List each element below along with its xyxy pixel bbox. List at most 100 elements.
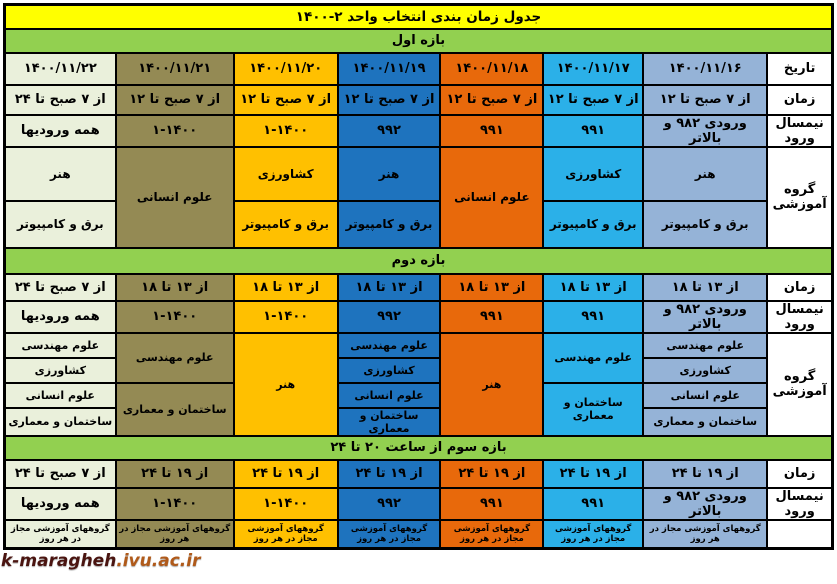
semester-cell: ۹۹۱ — [439, 113, 545, 148]
time-cell: از ۷ صبح تا ۱۲ — [232, 83, 339, 116]
time-cell: از ۱۹ تا ۲۴ — [542, 458, 645, 489]
date-cell: ۱۴۰۰/۱۱/۲۰ — [232, 51, 339, 86]
group-cell: هنر — [336, 145, 442, 202]
footer-note-cell: گروههای آموزشی مجاز در هر روز — [3, 518, 117, 550]
time-cell: از ۷ صبح تا ۱۲ — [642, 83, 769, 116]
semester-cell: ۹۹۱ — [542, 113, 645, 148]
semester-cell: ۹۹۱ — [439, 486, 545, 521]
date-cell: ۱۴۰۰/۱۱/۱۹ — [336, 51, 442, 86]
date-cell: ۱۴۰۰/۱۱/۱۶ — [642, 51, 769, 86]
footer-note-cell: گروههای آموزشی مجاز در هر روز — [439, 518, 545, 550]
row-label-time: زمان — [766, 458, 834, 489]
group-cell: علوم مهندسی — [114, 331, 235, 384]
footer-note-cell: گروههای آموزشی مجاز در هر روز — [542, 518, 645, 550]
semester-cell: ۹۹۲ — [336, 299, 442, 334]
table-title: جدول زمان بندی انتخاب واحد ۲-۱۴۰۰ — [3, 3, 834, 30]
group-cell: هنر — [439, 331, 545, 437]
group-cell: برق و کامپیوتر — [3, 199, 117, 249]
group-cell: هنر — [642, 145, 769, 202]
semester-cell: همه ورودیها — [3, 113, 117, 148]
semester-cell: ۹۹۱ — [542, 299, 645, 334]
group-cell: کشاورزی — [336, 356, 442, 384]
group-cell: علوم انسانی — [336, 381, 442, 409]
section1-header: بازه اول — [3, 27, 834, 54]
group-cell: کشاورزی — [642, 356, 769, 384]
time-cell: از ۷ صبح تا ۲۴ — [3, 83, 117, 116]
group-cell: علوم مهندسی — [642, 331, 769, 359]
date-cell: ۱۴۰۰/۱۱/۲۱ — [114, 51, 235, 86]
group-cell: برق و کامپیوتر — [542, 199, 645, 249]
time-cell: از ۱۳ تا ۱۸ — [439, 272, 545, 302]
time-cell: از ۱۹ تا ۲۴ — [232, 458, 339, 489]
semester-cell: ورودی ۹۸۲ و بالاتر — [642, 299, 769, 334]
group-cell: علوم مهندسی — [542, 331, 645, 384]
date-cell: ۱۴۰۰/۱۱/۲۲ — [3, 51, 117, 86]
group-cell: ساختمان و معماری — [542, 381, 645, 437]
time-cell: از ۷ صبح تا ۱۲ — [439, 83, 545, 116]
group-cell: ساختمان و معماری — [3, 406, 117, 437]
semester-cell: ۹۹۱ — [439, 299, 545, 334]
time-cell: از ۱۹ تا ۲۴ — [439, 458, 545, 489]
watermark: k-maragheh.ivu.ac.ir — [1, 551, 200, 571]
group-cell: برق و کامپیوتر — [336, 199, 442, 249]
time-cell: از ۱۳ تا ۱۸ — [114, 272, 235, 302]
group-cell: هنر — [3, 145, 117, 202]
group-cell: برق و کامپیوتر — [642, 199, 769, 249]
watermark-domain: .ivu.ac.ir — [116, 551, 201, 571]
footer-label-cell — [766, 518, 834, 550]
row-label-group: گروه آموزشی — [766, 145, 834, 249]
time-cell: از ۱۳ تا ۱۸ — [642, 272, 769, 302]
semester-cell: ۹۹۱ — [542, 486, 645, 521]
row-label-date: تاریخ — [766, 51, 834, 86]
time-cell: از ۱۹ تا ۲۴ — [336, 458, 442, 489]
date-cell: ۱۴۰۰/۱۱/۱۸ — [439, 51, 545, 86]
group-cell: علوم انسانی — [3, 381, 117, 409]
semester-cell: ورودی ۹۸۲ و بالاتر — [642, 486, 769, 521]
section3-header: بازه سوم از ساعت ۲۰ تا ۲۴ — [3, 434, 834, 461]
group-cell: علوم مهندسی — [3, 331, 117, 359]
semester-cell: ۱-۱۴۰۰ — [232, 486, 339, 521]
time-cell: از ۱۳ تا ۱۸ — [232, 272, 339, 302]
semester-cell: ۱-۱۴۰۰ — [114, 486, 235, 521]
row-label-semester: نیمسال ورود — [766, 486, 834, 521]
section2-header: بازه دوم — [3, 246, 834, 275]
group-cell: علوم انسانی — [114, 145, 235, 249]
time-cell: از ۷ صبح تا ۲۴ — [3, 458, 117, 489]
group-cell: ساختمان و معماری — [336, 406, 442, 437]
timetable: جدول زمان بندی انتخاب واحد ۲-۱۴۰۰ بازه ا… — [3, 3, 834, 550]
time-cell: از ۷ صبح تا ۲۴ — [3, 272, 117, 302]
group-cell: هنر — [232, 331, 339, 437]
semester-cell: ۱-۱۴۰۰ — [232, 299, 339, 334]
group-cell: علوم انسانی — [642, 381, 769, 409]
group-cell: ساختمان و معماری — [642, 406, 769, 437]
time-cell: از ۱۹ تا ۲۴ — [114, 458, 235, 489]
row-label-time: زمان — [766, 83, 834, 116]
group-cell: برق و کامپیوتر — [232, 199, 339, 249]
group-cell: علوم مهندسی — [336, 331, 442, 359]
footer-note-cell: گروههای آموزشی مجاز در هر روز — [114, 518, 235, 550]
group-cell: کشاورزی — [232, 145, 339, 202]
semester-cell: ورودی ۹۸۲ و بالاتر — [642, 113, 769, 148]
semester-cell: ۱-۱۴۰۰ — [232, 113, 339, 148]
time-cell: از ۱۳ تا ۱۸ — [336, 272, 442, 302]
group-cell: کشاورزی — [542, 145, 645, 202]
footer-note-cell: گروههای آموزشی مجاز در هر روز — [232, 518, 339, 550]
time-cell: از ۱۹ تا ۲۴ — [642, 458, 769, 489]
group-cell: ساختمان و معماری — [114, 381, 235, 437]
time-cell: از ۷ صبح تا ۱۲ — [336, 83, 442, 116]
watermark-site-name: k-maragheh — [1, 551, 117, 571]
time-cell: از ۷ صبح تا ۱۲ — [114, 83, 235, 116]
row-label-semester: نیمسال ورود — [766, 113, 834, 148]
row-label-time: زمان — [766, 272, 834, 302]
semester-cell: ۱-۱۴۰۰ — [114, 299, 235, 334]
semester-cell: همه ورودیها — [3, 299, 117, 334]
footer-note-cell: گروههای آموزشی مجاز در هر روز — [642, 518, 769, 550]
time-cell: از ۷ صبح تا ۱۲ — [542, 83, 645, 116]
group-cell: علوم انسانی — [439, 145, 545, 249]
row-label-group: گروه آموزشی — [766, 331, 834, 437]
group-cell: کشاورزی — [3, 356, 117, 384]
semester-cell: ۱-۱۴۰۰ — [114, 113, 235, 148]
time-cell: از ۱۳ تا ۱۸ — [542, 272, 645, 302]
date-cell: ۱۴۰۰/۱۱/۱۷ — [542, 51, 645, 86]
